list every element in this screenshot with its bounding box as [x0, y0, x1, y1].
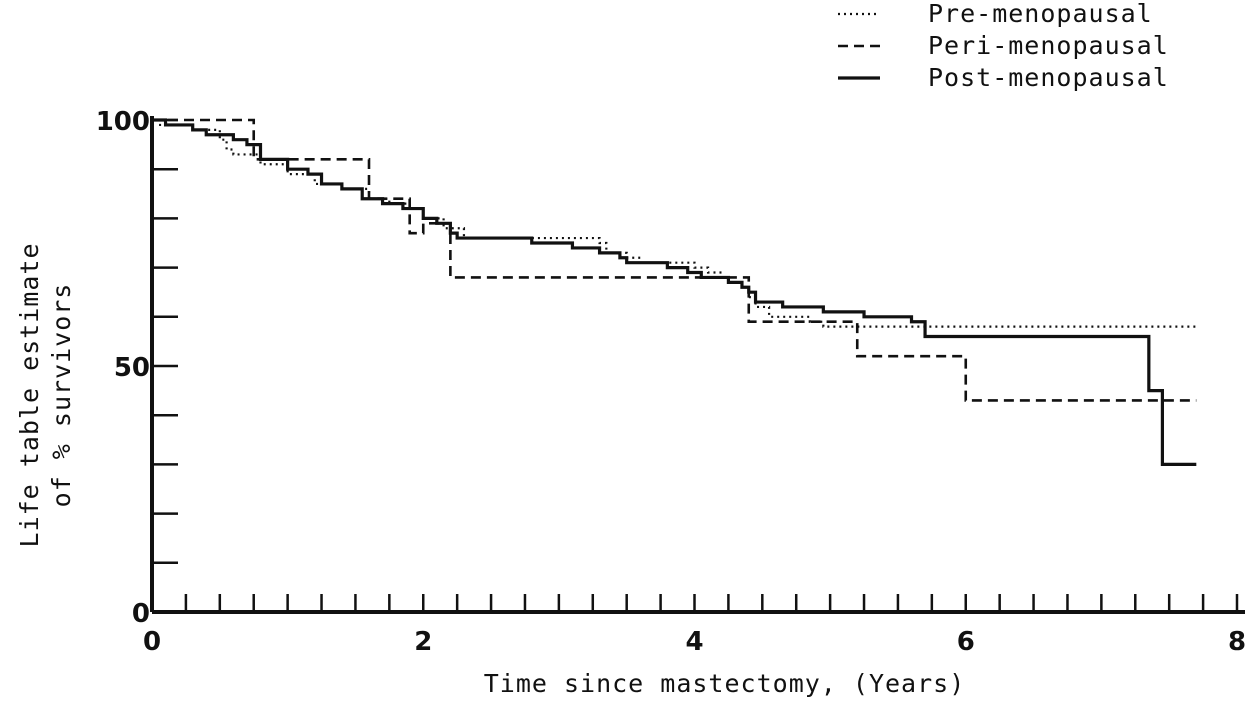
legend-label: Peri-menopausal: [928, 31, 1169, 60]
x-tick-label: 4: [685, 627, 703, 657]
chart-legend: Pre-menopausal Peri-menopausal Post-menopa…: [838, 0, 1169, 92]
x-tick-label: 0: [143, 627, 161, 657]
axis-labels: 0 2 4 6 8 0 50 100 Time since mastectomy, (Years…: [15, 107, 1246, 698]
chart-axes: [150, 116, 1245, 614]
series-line-dashed: [152, 118, 1197, 402]
series-line-solid: [152, 118, 1197, 466]
legend-label: Post-menopausal: [928, 63, 1169, 92]
y-tick-label: 50: [114, 353, 150, 383]
x-tick-label: 6: [957, 627, 975, 657]
x-tick-label: 2: [414, 627, 432, 657]
x-tick-label: 8: [1228, 627, 1246, 657]
y-tick-label: 0: [132, 599, 150, 629]
y-axis-title-line: of % survivors: [47, 283, 76, 508]
x-axis-title: Time since mastectomy, (Years): [484, 669, 966, 698]
y-axis-title-line: Life table estimate: [15, 243, 44, 548]
series-line-dotted: [152, 118, 1197, 328]
series-layer: [152, 118, 1197, 466]
legend-item: Post-menopausal: [838, 63, 1169, 92]
y-tick-label: 100: [96, 107, 150, 137]
legend-item: Peri-menopausal: [838, 31, 1169, 60]
y-axis-title: Life table estimate of % survivors: [15, 243, 76, 548]
legend-item: Pre-menopausal: [838, 0, 1153, 28]
legend-label: Pre-menopausal: [928, 0, 1153, 28]
